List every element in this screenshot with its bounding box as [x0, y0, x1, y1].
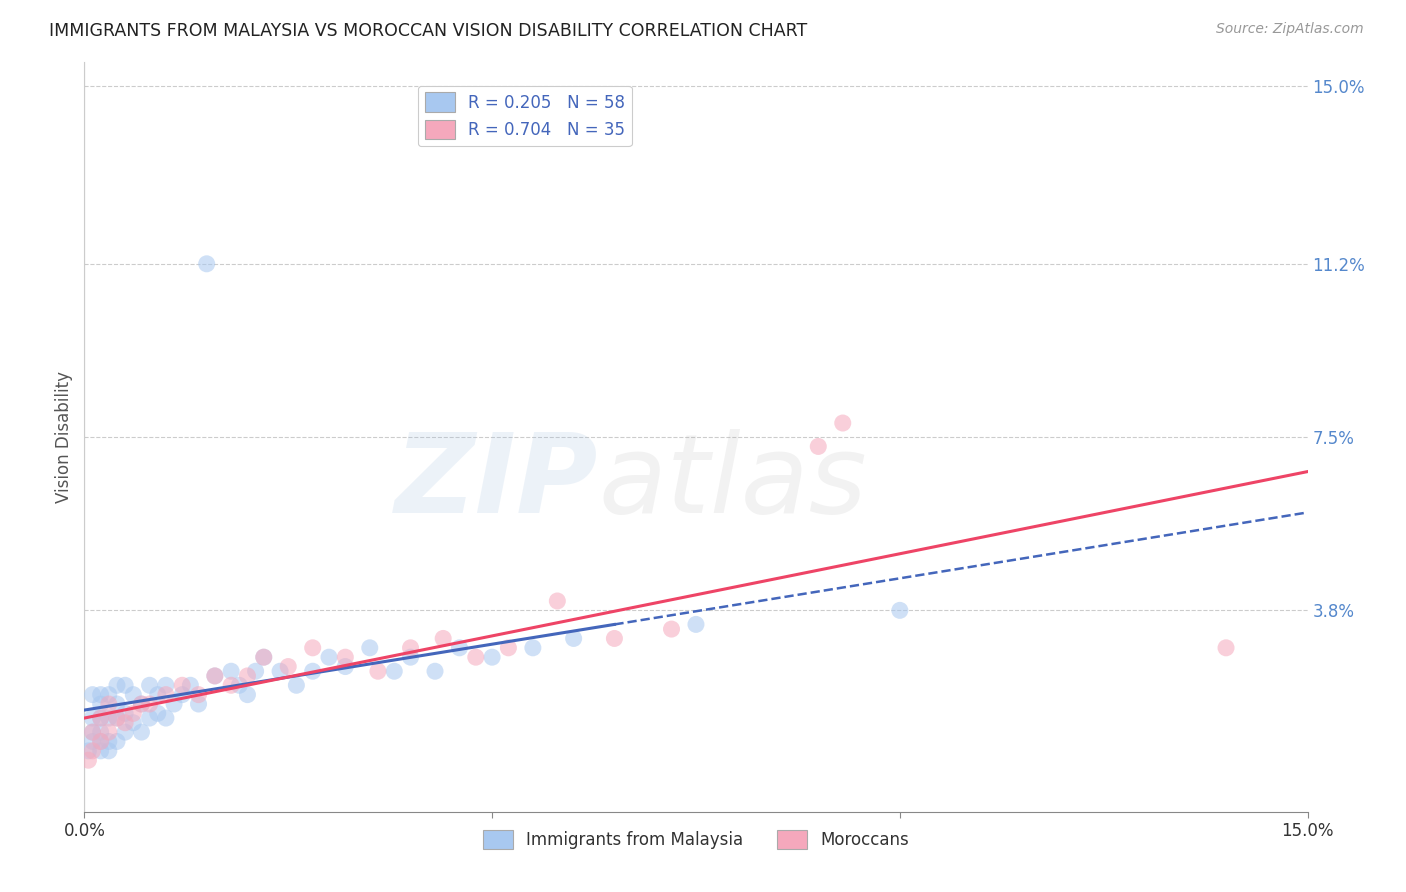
Point [146, 706, 169, 721]
Point [399, 650, 422, 665]
Text: ZIP: ZIP [395, 428, 598, 535]
Point [146, 688, 169, 702]
Point [359, 640, 381, 655]
Point [90, 711, 112, 725]
Point [122, 706, 145, 721]
Point [138, 678, 160, 692]
Point [105, 697, 128, 711]
Point [105, 678, 128, 692]
Point [187, 688, 209, 702]
Point [236, 669, 259, 683]
Point [131, 697, 153, 711]
Point [90, 734, 112, 748]
Point [172, 688, 194, 702]
Point [97, 734, 120, 748]
Point [269, 664, 291, 678]
Point [122, 715, 145, 730]
Point [163, 697, 186, 711]
Text: atlas: atlas [598, 428, 866, 535]
Point [219, 664, 242, 678]
Point [1215, 640, 1237, 655]
Point [155, 711, 177, 725]
Y-axis label: Vision Disability: Vision Disability [55, 371, 73, 503]
Point [228, 678, 250, 692]
Point [546, 594, 568, 608]
Point [97, 688, 120, 702]
Point [131, 697, 153, 711]
Point [661, 622, 683, 636]
Point [603, 632, 626, 646]
Point [155, 688, 177, 702]
Point [82, 734, 104, 748]
Point [82, 725, 104, 739]
Point [90, 697, 112, 711]
Point [481, 650, 503, 665]
Point [277, 659, 299, 673]
Point [77, 753, 100, 767]
Point [335, 659, 357, 673]
Point [318, 650, 340, 665]
Point [301, 640, 323, 655]
Point [90, 744, 112, 758]
Point [105, 711, 128, 725]
Point [90, 725, 112, 739]
Point [82, 725, 104, 739]
Point [97, 697, 120, 711]
Point [131, 725, 153, 739]
Point [114, 706, 136, 721]
Point [367, 664, 389, 678]
Point [219, 678, 242, 692]
Point [432, 632, 454, 646]
Point [498, 640, 520, 655]
Point [122, 688, 145, 702]
Point [82, 688, 104, 702]
Point [179, 678, 201, 692]
Point [562, 632, 585, 646]
Point [114, 715, 136, 730]
Point [97, 711, 120, 725]
Point [204, 669, 226, 683]
Point [90, 711, 112, 725]
Point [245, 664, 267, 678]
Point [90, 688, 112, 702]
Point [449, 640, 471, 655]
Legend: Immigrants from Malaysia, Moroccans: Immigrants from Malaysia, Moroccans [477, 823, 915, 855]
Point [382, 664, 405, 678]
Point [97, 725, 120, 739]
Point [187, 697, 209, 711]
Point [77, 744, 100, 758]
Point [807, 440, 830, 453]
Point [253, 650, 276, 665]
Point [138, 711, 160, 725]
Point [285, 678, 308, 692]
Point [685, 617, 707, 632]
Point [464, 650, 486, 665]
Point [82, 744, 104, 758]
Text: IMMIGRANTS FROM MALAYSIA VS MOROCCAN VISION DISABILITY CORRELATION CHART: IMMIGRANTS FROM MALAYSIA VS MOROCCAN VIS… [49, 22, 807, 40]
Point [423, 664, 446, 678]
Point [105, 711, 128, 725]
Point [253, 650, 276, 665]
Point [155, 678, 177, 692]
Point [204, 669, 226, 683]
Point [236, 688, 259, 702]
Point [335, 650, 357, 665]
Point [195, 257, 218, 271]
Point [522, 640, 544, 655]
Point [90, 734, 112, 748]
Point [97, 744, 120, 758]
Point [831, 416, 853, 430]
Point [138, 697, 160, 711]
Point [172, 678, 194, 692]
Point [114, 678, 136, 692]
Text: Source: ZipAtlas.com: Source: ZipAtlas.com [1216, 22, 1364, 37]
Point [889, 603, 911, 617]
Point [114, 725, 136, 739]
Point [301, 664, 323, 678]
Point [105, 734, 128, 748]
Point [399, 640, 422, 655]
Point [82, 711, 104, 725]
